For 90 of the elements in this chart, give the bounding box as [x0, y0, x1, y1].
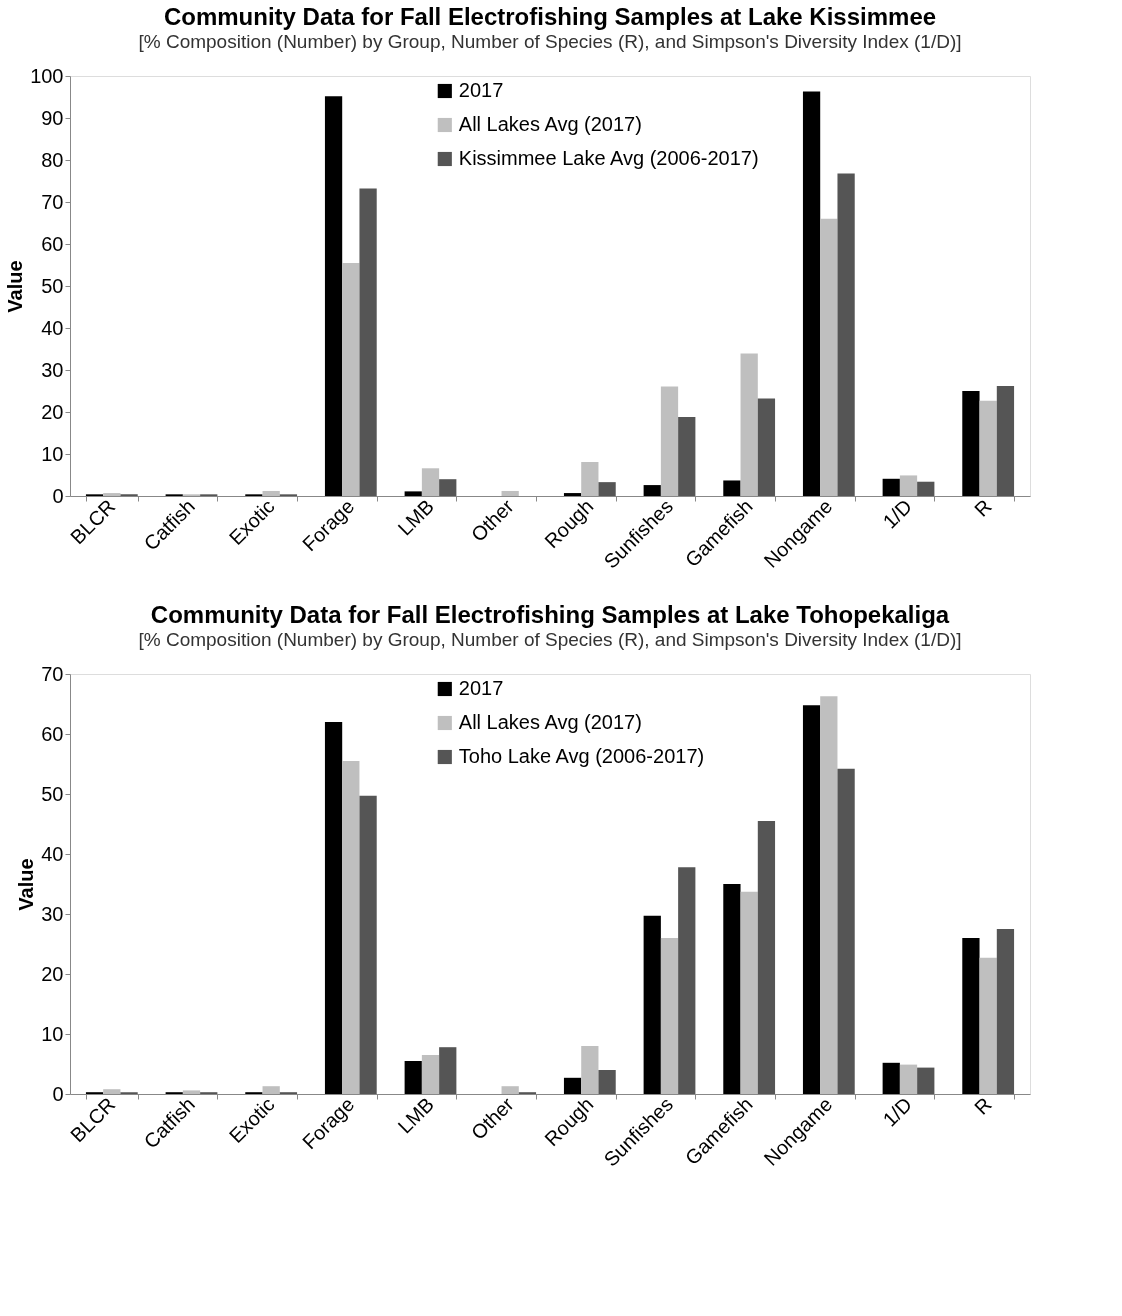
- x-tick-label: 1/D: [878, 495, 917, 533]
- bar: [996, 385, 1015, 496]
- bar: [802, 91, 821, 496]
- y-tick-label: 0: [52, 484, 64, 507]
- chart-subtitle: [% Composition (Number) by Group, Number of Species (R), and Simpson's Diversity Index (1/D)]: [138, 31, 962, 52]
- bar: [421, 468, 440, 496]
- y-tick-label: 60: [41, 232, 64, 255]
- y-tick-label: 20: [41, 962, 64, 985]
- bar: [757, 821, 776, 1094]
- chart-subtitle: [% Composition (Number) by Group, Number of Species (R), and Simpson's Diversity Index (1/D)]: [138, 629, 962, 650]
- bar: [359, 795, 377, 1094]
- bar: [678, 867, 696, 1094]
- x-tick-label: 1/D: [878, 1093, 917, 1131]
- legend-label: 2017: [458, 677, 504, 699]
- legend-label: Kissimmee Lake Avg (2006-2017): [458, 147, 759, 169]
- bar: [962, 391, 980, 496]
- bar: [820, 696, 838, 1094]
- bar: [740, 891, 758, 1094]
- bar: [262, 1086, 280, 1094]
- bar: [802, 705, 821, 1094]
- bar: [342, 262, 360, 496]
- y-tick-label: 100: [30, 64, 64, 87]
- x-tick-label: R: [969, 1093, 996, 1119]
- bar: [324, 722, 343, 1094]
- bar: [563, 1077, 582, 1094]
- bar: [421, 1055, 440, 1094]
- y-tick-label: 80: [41, 148, 64, 171]
- legend-label: Toho Lake Avg (2006-2017): [458, 745, 705, 767]
- y-tick-label: 40: [41, 842, 64, 865]
- bar: [996, 929, 1015, 1094]
- bar: [979, 957, 997, 1094]
- bar: [404, 1061, 422, 1094]
- bar: [581, 1046, 599, 1094]
- legend-label: All Lakes Avg (2017): [458, 711, 642, 733]
- bar: [820, 218, 838, 496]
- bar: [404, 491, 422, 496]
- chart-title: Community Data for Fall Electrofishing Samples at Lake Tohopekaliga: [150, 601, 950, 628]
- y-tick-label: 50: [41, 274, 64, 297]
- bar: [103, 1089, 121, 1094]
- bar: [598, 1070, 616, 1094]
- bar: [882, 1062, 900, 1094]
- bar: [501, 490, 519, 496]
- bar: [723, 480, 741, 496]
- bar: [723, 884, 741, 1094]
- bar: [660, 386, 679, 496]
- bar: [678, 417, 696, 496]
- bar: [359, 188, 377, 496]
- y-tick-label: 10: [41, 1022, 64, 1045]
- bar: [757, 398, 776, 496]
- bar: [439, 1047, 457, 1094]
- y-tick-label: 90: [41, 106, 64, 129]
- bar: [581, 461, 599, 496]
- bar: [979, 400, 997, 496]
- bar: [643, 485, 661, 496]
- bar: [660, 938, 679, 1094]
- bar: [899, 1064, 918, 1094]
- bar: [917, 481, 935, 496]
- bar: [563, 493, 582, 496]
- y-tick-label: 60: [41, 722, 64, 745]
- legend-label: All Lakes Avg (2017): [458, 113, 642, 135]
- bar: [837, 768, 855, 1094]
- bar: [740, 353, 758, 496]
- bar: [342, 761, 360, 1094]
- bar: [643, 915, 661, 1094]
- y-axis-title: Value: [4, 260, 27, 313]
- bar: [598, 482, 616, 496]
- bar: [501, 1086, 519, 1094]
- y-tick-label: 0: [52, 1082, 64, 1105]
- y-axis-title: Value: [15, 858, 38, 911]
- y-tick-label: 50: [41, 782, 64, 805]
- y-tick-label: 70: [41, 662, 64, 685]
- bar: [962, 938, 980, 1094]
- y-tick-label: 10: [41, 442, 64, 465]
- bar: [182, 1090, 201, 1094]
- x-tick-label: R: [969, 495, 996, 521]
- y-tick-label: 30: [41, 902, 64, 925]
- bar: [439, 479, 457, 496]
- bar: [882, 478, 900, 496]
- y-tick-label: 70: [41, 190, 64, 213]
- bar: [837, 173, 855, 496]
- bar: [103, 493, 121, 496]
- y-tick-label: 30: [41, 358, 64, 381]
- y-tick-label: 20: [41, 400, 64, 423]
- y-tick-label: 40: [41, 316, 64, 339]
- bar: [917, 1067, 935, 1094]
- bar: [262, 490, 280, 496]
- legend-label: 2017: [458, 79, 504, 101]
- bar: [899, 475, 918, 496]
- bar: [324, 96, 343, 496]
- chart-title: Community Data for Fall Electrofishing Samples at Lake Kissimmee: [163, 3, 937, 30]
